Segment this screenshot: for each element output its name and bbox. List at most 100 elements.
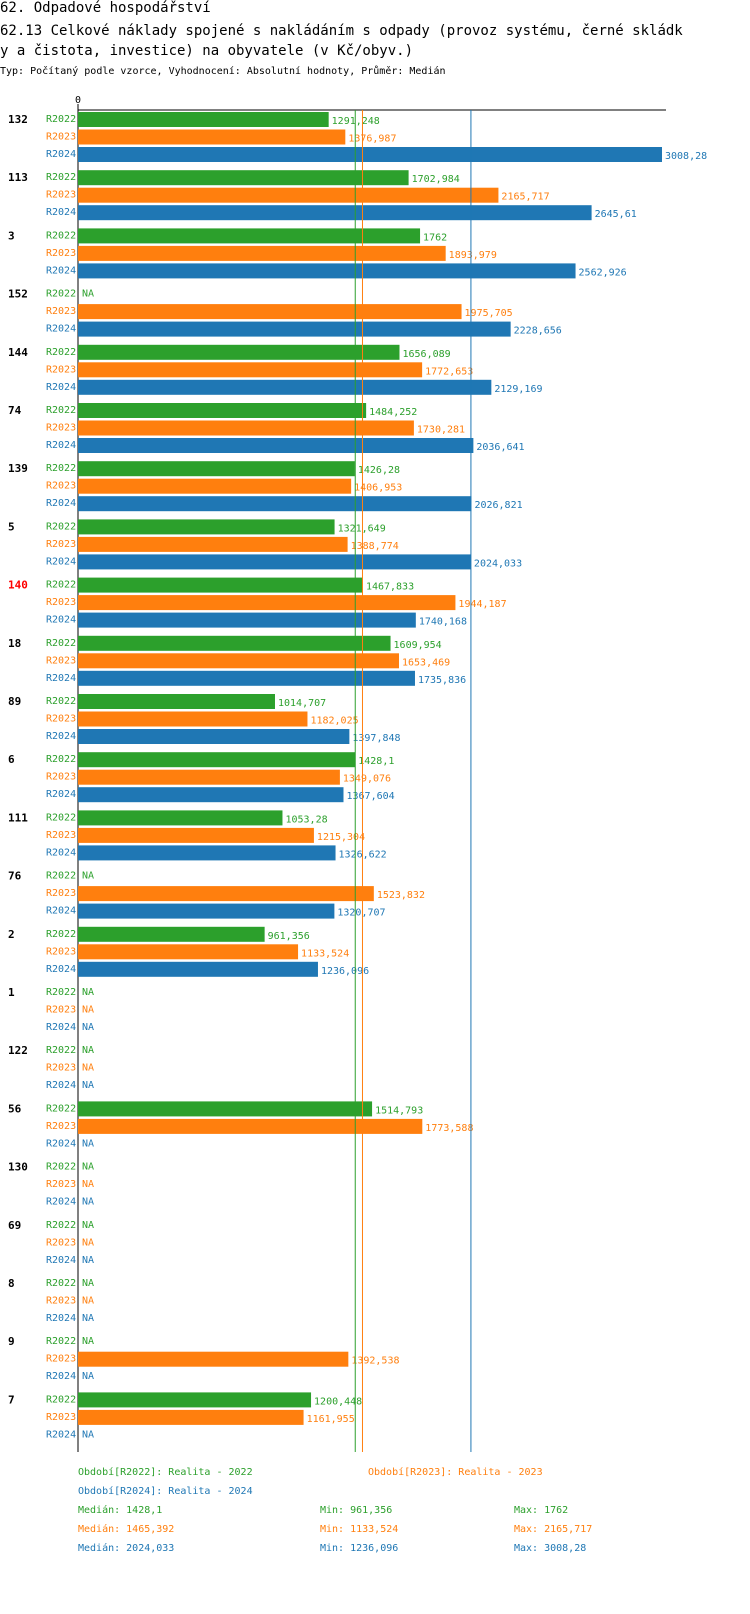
series-label-R2023-3: R2023 [46,248,76,259]
value-label-R2024-113: 2645,61 [595,209,637,220]
bar-R2023-74 [78,420,414,436]
bar-R2023-56 [78,1118,423,1134]
na-label-R2023-122: NA [82,1063,94,1074]
legend-r2024: Období[R2024]: Realita - 2024 [78,1486,253,1497]
na-label-R2024-122: NA [82,1080,94,1091]
bar-R2024-5 [78,554,471,570]
bar-R2022-139 [78,461,355,477]
series-label-R2022-7: R2022 [46,1394,76,1405]
series-label-R2022-76: R2022 [46,871,76,882]
series-label-R2023-89: R2023 [46,714,76,725]
value-label-R2023-5: 1388,774 [351,541,399,552]
stat-min-r2023: Min: 1133,524 [320,1524,399,1535]
value-label-R2024-6: 1367,604 [346,791,394,802]
series-label-R2022-69: R2022 [46,1220,76,1231]
category-label-140: 140 [8,579,28,592]
value-label-R2022-2: 961,356 [268,931,310,942]
stat-max-r2024: Max: 3008,28 [514,1543,587,1554]
stat-max-r2022: Max: 1762 [514,1505,569,1516]
series-label-R2024-69: R2024 [46,1255,76,1266]
series-label-R2023-1: R2023 [46,1005,76,1016]
category-label-152: 152 [8,288,28,301]
bar-R2024-74 [78,438,474,453]
value-label-R2023-2: 1133,524 [301,948,349,959]
value-label-R2023-7: 1161,955 [307,1414,355,1425]
value-label-R2022-144: 1656,089 [402,349,450,360]
value-label-R2024-139: 2026,821 [474,500,522,511]
series-label-R2022-113: R2022 [46,172,76,183]
bar-R2022-132 [78,112,329,127]
x-axis-zero-label: 0 [75,95,81,106]
series-label-R2024-6: R2024 [46,789,76,800]
stat-min-r2024: Min: 1236,096 [320,1543,399,1554]
value-label-R2023-144: 1772,653 [425,366,473,377]
na-label-R2022-8: NA [82,1278,94,1289]
chart-title-line-2: y a čistota, investice) na obyvatele (v … [0,43,414,59]
series-label-R2024-9: R2024 [46,1371,76,1382]
series-label-R2022-74: R2022 [46,405,76,416]
na-label-R2022-130: NA [82,1162,94,1173]
value-label-R2024-140: 1740,168 [419,617,467,628]
series-label-R2023-144: R2023 [46,364,76,375]
bar-R2023-18 [78,653,399,669]
bar-R2023-111 [78,827,314,843]
category-label-113: 113 [8,171,28,184]
bar-R2023-144 [78,362,423,378]
category-label-76: 76 [8,870,22,883]
bar-R2024-111 [78,845,336,861]
value-label-R2023-111: 1215,304 [317,832,365,843]
series-label-R2023-56: R2023 [46,1121,76,1132]
series-label-R2022-9: R2022 [46,1336,76,1347]
bar-R2023-76 [78,886,374,902]
value-label-R2024-89: 1397,848 [352,733,400,744]
category-label-7: 7 [8,1393,15,1406]
value-label-R2024-2: 1236,096 [321,966,369,977]
bar-R2024-6 [78,787,344,803]
value-label-R2022-113: 1702,984 [412,174,460,185]
value-label-R2023-6: 1349,076 [343,774,391,785]
value-label-R2023-89: 1182,025 [310,716,358,727]
bar-R2023-7 [78,1409,304,1425]
value-label-R2022-6: 1428,1 [358,756,394,767]
na-label-R2024-1: NA [82,1022,94,1033]
stat-max-r2023: Max: 2165,717 [514,1524,593,1535]
bar-R2023-139 [78,478,352,494]
bar-R2024-144 [78,379,492,395]
stat-median-r2022: Medián: 1428,1 [78,1505,163,1516]
series-label-R2023-113: R2023 [46,190,76,201]
category-label-56: 56 [8,1102,22,1115]
series-label-R2023-132: R2023 [46,132,76,143]
value-label-R2022-139: 1426,28 [358,465,400,476]
series-label-R2022-56: R2022 [46,1103,76,1114]
stat-median-r2023: Medián: 1465,392 [78,1524,175,1535]
stat-median-r2024: Medián: 2024,033 [78,1543,175,1554]
value-label-R2022-56: 1514,793 [375,1105,423,1116]
bar-R2023-140 [78,595,456,611]
category-label-1: 1 [8,986,15,999]
bar-R2023-89 [78,711,308,727]
value-label-R2024-74: 2036,641 [476,442,524,453]
bar-R2024-89 [78,729,350,744]
chart-title-line-1: 62.13 Celkové náklady spojené s nakládán… [0,23,683,39]
na-label-R2024-130: NA [82,1197,94,1208]
series-label-R2022-144: R2022 [46,347,76,358]
value-label-R2023-132: 1376,987 [348,134,396,145]
value-label-R2022-7: 1200,448 [314,1396,362,1407]
series-label-R2024-8: R2024 [46,1313,76,1324]
bar-R2022-74 [78,403,367,418]
series-label-R2023-140: R2023 [46,597,76,608]
category-label-89: 89 [8,695,21,708]
series-label-R2023-7: R2023 [46,1412,76,1423]
value-label-R2024-76: 1320,707 [337,908,385,919]
category-label-74: 74 [8,404,22,417]
series-label-R2024-152: R2024 [46,324,76,335]
bar-R2023-152 [78,304,462,320]
bar-R2022-5 [78,519,335,535]
series-label-R2024-144: R2024 [46,382,76,393]
na-label-R2024-56: NA [82,1138,94,1149]
series-label-R2022-132: R2022 [46,114,76,125]
value-label-R2022-132: 1291,248 [332,116,380,127]
bar-R2022-140 [78,577,363,593]
value-label-R2024-5: 2024,033 [474,558,522,569]
series-label-R2023-69: R2023 [46,1237,76,1248]
